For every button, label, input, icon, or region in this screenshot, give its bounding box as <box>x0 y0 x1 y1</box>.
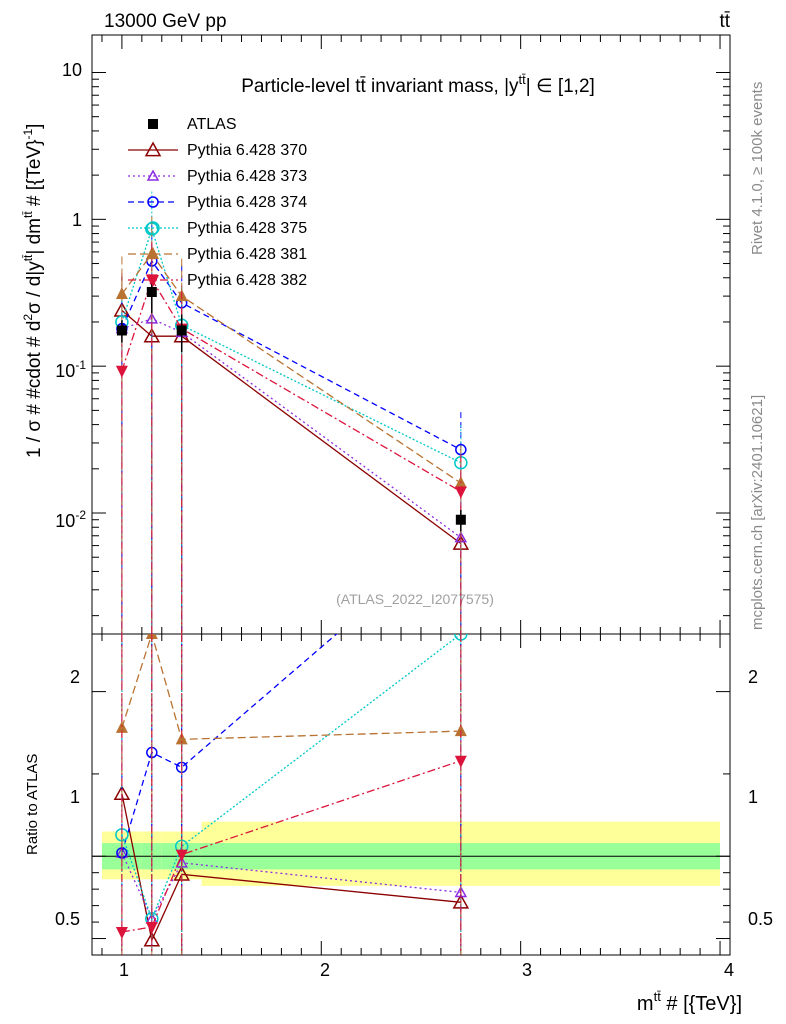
series-point-381 <box>115 287 128 300</box>
y-tick-label: 1 <box>72 210 82 230</box>
y-tick-label: 10 <box>62 60 82 80</box>
ratio-point-382-shape <box>175 849 188 862</box>
ratio-point-381-shape <box>175 732 188 745</box>
legend-marker-381-shape <box>147 247 159 259</box>
x-tick-label: 3 <box>522 960 532 980</box>
series-point-382 <box>454 486 467 499</box>
data-point-shape <box>176 325 187 336</box>
data-point-shape <box>455 514 466 525</box>
series-point-382-shape <box>115 365 128 378</box>
y-tick-label: 10-1 <box>55 358 86 381</box>
ratio-tick-label: 2 <box>70 667 80 687</box>
legend-entry-atlas: ATLAS <box>187 116 237 133</box>
ratio-point-382 <box>175 849 188 862</box>
x-axis-label: mtt̄ # [{TeV}] <box>637 989 742 1015</box>
legend-marker-atlas-shape <box>148 119 158 129</box>
y-tick-labels: 10-2 10-1 1 10 <box>55 60 86 531</box>
ratio-point-382 <box>454 755 467 768</box>
legend-marker-382-shape <box>147 275 159 287</box>
legend-marker-373-shape <box>146 169 160 181</box>
legend-entry-374: Pythia 6.428 374 <box>187 194 307 211</box>
ratio-line-382 <box>121 760 462 933</box>
legend-marker-382 <box>147 275 159 287</box>
energy-label: 13000 GeV pp <box>104 11 227 32</box>
ratio-tick-label: 0.5 <box>55 909 80 929</box>
ratio-tick-label-right: 1 <box>748 787 758 807</box>
main-series-layer <box>113 191 470 634</box>
ratio-point-382 <box>145 922 158 935</box>
legend-marker-375 <box>146 221 160 235</box>
ratio-line-375 <box>121 634 462 921</box>
legend-marker-381 <box>147 247 159 259</box>
ratio-line-373 <box>121 852 461 921</box>
data-point <box>455 514 466 525</box>
ratio-point-382-shape <box>145 922 158 935</box>
x-tick-labels: 1 2 3 4 <box>119 960 734 980</box>
y-tick-label: 10-2 <box>55 508 86 531</box>
series-line-374 <box>121 259 462 451</box>
series-line-382 <box>121 277 462 493</box>
legend-marker-374 <box>147 196 159 208</box>
x-tick-label: 1 <box>119 960 129 980</box>
mcplots-label: mcplots.cern.ch [arXiv:2401.10621] <box>749 395 766 630</box>
series-line-373 <box>121 318 462 539</box>
legend-entry-382: Pythia 6.428 382 <box>187 272 307 289</box>
ratio-point-382-shape <box>115 926 128 939</box>
data-point-shape <box>116 325 127 336</box>
series-line-375 <box>121 226 462 464</box>
series-point-382 <box>115 365 128 378</box>
legend-marker-375-shape <box>146 221 160 235</box>
legend-marker-373 <box>146 169 160 181</box>
ratio-tick-label: 1 <box>70 787 80 807</box>
legend-marker-370 <box>144 141 162 157</box>
ratio-tick-label-right: 0.5 <box>748 909 773 929</box>
ratio-tick-labels: 0.5 1 2 0.5 1 2 <box>55 667 773 929</box>
y-axis-label: 1 / σ # #cdot # d2σ / d|ytt̄| dmtt̄ # [{… <box>21 124 45 458</box>
legend-marker-374-shape <box>147 196 159 208</box>
series-point-381-shape <box>115 287 128 300</box>
chart-title: Particle-level tt̄ invariant mass, |ytt̄… <box>241 72 595 97</box>
ratio-line-374 <box>121 634 338 854</box>
x-tick-label: 4 <box>724 960 734 980</box>
series-point-382-shape <box>454 486 467 499</box>
process-label: tt̄ <box>719 11 730 32</box>
x-tick-label: 2 <box>320 960 330 980</box>
rivet-version-label: Rivet 4.1.0, ≥ 100k events <box>749 82 766 255</box>
ratio-plot-frame <box>91 633 731 956</box>
ratio-tick-label-right: 2 <box>748 667 758 687</box>
legend-entry-375: Pythia 6.428 375 <box>187 220 307 237</box>
axis-ticks <box>92 35 730 955</box>
legend-entry-373: Pythia 6.428 373 <box>187 168 307 185</box>
series-line-381 <box>121 252 462 484</box>
ratio-point-381 <box>175 732 188 745</box>
data-point <box>146 286 157 297</box>
legend-entry-381: Pythia 6.428 381 <box>187 246 307 263</box>
legend: ATLAS Pythia 6.428 370 Pythia 6.428 373 … <box>128 116 307 289</box>
ratio-series-layer <box>113 634 470 955</box>
ratio-point-382 <box>115 926 128 939</box>
legend-marker-370-shape <box>144 141 162 157</box>
data-point <box>176 325 187 336</box>
analysis-watermark: (ATLAS_2022_I2077575) <box>336 591 494 607</box>
ratio-line-381 <box>121 634 461 741</box>
series-line-370 <box>121 309 462 545</box>
ratio-point-382-shape <box>454 755 467 768</box>
ratio-y-axis-label: Ratio to ATLAS <box>24 754 41 855</box>
data-point <box>116 325 127 336</box>
legend-marker-atlas <box>148 119 158 129</box>
legend-entry-370: Pythia 6.428 370 <box>187 142 307 159</box>
ratio-uncertainty-bands <box>92 821 730 886</box>
ratio-line-370 <box>121 793 461 943</box>
data-point-shape <box>146 286 157 297</box>
